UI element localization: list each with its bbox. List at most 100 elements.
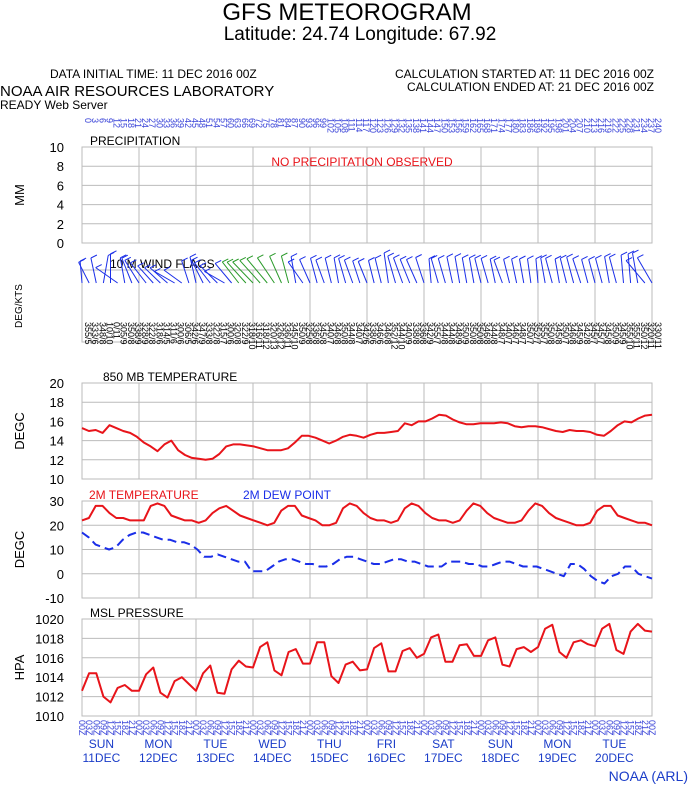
top-hour-tick-label: 189 [532, 118, 542, 133]
top-hour-tick-label: 105 [332, 118, 342, 133]
bottom-hour-label: 09Z [212, 720, 222, 736]
wind-value-label: 346/7 [511, 322, 521, 345]
wind-barb-flag [374, 254, 382, 259]
wind-value-label: 330/11 [653, 322, 663, 349]
top-hour-tick-label: 42 [183, 118, 193, 128]
wind-barb [357, 261, 368, 284]
wind-value-label: 346/8 [332, 322, 342, 345]
wind-barb-flag [204, 267, 211, 272]
bottom-hour-label: 15Z [455, 720, 465, 736]
wind-value-label: 322/9 [240, 322, 250, 345]
wind-barb-flag [588, 255, 595, 260]
top-hour-tick-label: 183 [518, 118, 528, 133]
y-tick-label: 0 [57, 236, 64, 251]
bottom-hour-label: 06Z [547, 720, 557, 736]
wind-value-label: 333/6 [90, 322, 100, 345]
wind-barb-flag [149, 264, 157, 269]
wind-value-label: 350/9 [297, 322, 307, 345]
top-hour-tick-label: 153 [446, 118, 456, 133]
wind-barb [130, 262, 147, 284]
top-hour-tick-label: 27 [147, 118, 157, 128]
top-hour-tick-label: 60 [226, 118, 236, 128]
wind-value-label: 340/9 [404, 322, 414, 345]
legend-2m-temperature: 2M TEMPERATURE [89, 488, 199, 502]
day-of-week-label: TUE [602, 737, 626, 751]
wind-barb [527, 258, 532, 284]
bottom-hour-label: 12Z [505, 720, 515, 736]
top-hour-tick-label: 204 [568, 118, 578, 133]
top-hour-tick-label: 213 [589, 118, 599, 133]
top-hour-tick-label: 0 [83, 118, 93, 123]
y-tick-label: 18 [50, 395, 64, 410]
wind-barb-flag [637, 254, 644, 259]
top-hour-tick-label: 33 [161, 118, 171, 128]
day-of-week-label: SAT [432, 737, 455, 751]
legend-2m-dewpoint: 2M DEW POINT [243, 488, 332, 502]
top-hour-tick-label: 225 [617, 118, 627, 133]
wind-barb-flag [232, 258, 239, 263]
bottom-hour-label: 18Z [348, 720, 358, 736]
wind-barb [232, 261, 254, 284]
date-label: 12DEC [139, 751, 178, 765]
top-hour-tick-label: 198 [553, 118, 563, 133]
wind-barb [493, 259, 503, 284]
wind-barb [154, 270, 175, 284]
wind-barb [428, 258, 432, 284]
wind-barb [124, 260, 140, 284]
bottom-hour-label: 03Z [141, 720, 151, 736]
bottom-hour-label: 00Z [248, 720, 258, 736]
wind-value-label: 345/10 [290, 322, 300, 350]
top-hour-tick-label: 93 [304, 118, 314, 128]
y-tick-label: 1016 [35, 651, 64, 666]
calc-started: CALCULATION STARTED AT: 11 DEC 2016 00Z [395, 67, 654, 81]
bottom-hour-label: 12Z [334, 720, 344, 736]
day-of-week-label: SUN [89, 737, 114, 751]
wind-barb [415, 257, 425, 284]
bottom-hour-label: 03Z [597, 720, 607, 736]
top-hour-tick-label: 54 [211, 118, 221, 128]
wind-barb-flag [430, 254, 438, 259]
top-hour-tick-label: 3 [90, 118, 100, 123]
wind-value-label: 325/8 [304, 322, 314, 345]
wind-value-label: 342/6 [190, 322, 200, 345]
day-of-week-label: FRI [377, 737, 396, 751]
wind-barb-flag [333, 254, 341, 259]
wind-value-label: 346/6 [375, 322, 385, 345]
top-hour-tick-label: 240 [653, 118, 663, 133]
bottom-hour-label: 21Z [355, 720, 365, 736]
bottom-hour-label: 09Z [98, 720, 108, 736]
wind-value-label: 355/7 [432, 322, 442, 345]
panel-title: 850 MB TEMPERATURE [103, 370, 237, 384]
y-tick-label: 20 [50, 376, 64, 391]
bottom-hour-label: 09Z [497, 720, 507, 736]
bottom-hour-label: 06Z [148, 720, 158, 736]
bottom-hour-label: 18Z [177, 720, 187, 736]
bottom-hour-label: 00Z [362, 720, 372, 736]
bottom-hour-label: 03Z [312, 720, 322, 736]
calc-ended: CALCULATION ENDED AT: 21 DEC 2016 00Z [407, 80, 654, 94]
y-tick-label: 1018 [35, 631, 64, 646]
date-label: 13DEC [196, 751, 235, 765]
wind-barb-flag [560, 254, 567, 259]
wind-barb-flag [545, 254, 552, 259]
top-hour-tick-label: 15 [119, 118, 129, 128]
wind-barb-flag [290, 253, 298, 258]
2m-temperature-line [81, 502, 653, 527]
wind-value-label: 348/8 [97, 322, 107, 345]
wind-value-label: 345/9 [575, 322, 585, 345]
wind-value-label: 344/8 [439, 322, 449, 345]
bottom-hour-label: 00Z [191, 720, 201, 736]
bottom-hour-label: 12Z [562, 720, 572, 736]
wind-value-label: 355/11 [632, 322, 642, 349]
top-hour-tick-label: 180 [511, 118, 521, 133]
wind-value-label: 336/11 [283, 322, 293, 349]
date-label: 15DEC [310, 751, 349, 765]
day-of-week-label: WED [258, 737, 286, 751]
wind-barb-flag [95, 264, 102, 269]
bottom-hour-label: 18Z [234, 720, 244, 736]
bottom-hour-label: 09Z [554, 720, 564, 736]
wind-barb [299, 259, 311, 284]
date-label: 18DEC [481, 751, 520, 765]
wind-value-label: 0/11 [112, 322, 122, 339]
wind-barb [566, 256, 575, 284]
